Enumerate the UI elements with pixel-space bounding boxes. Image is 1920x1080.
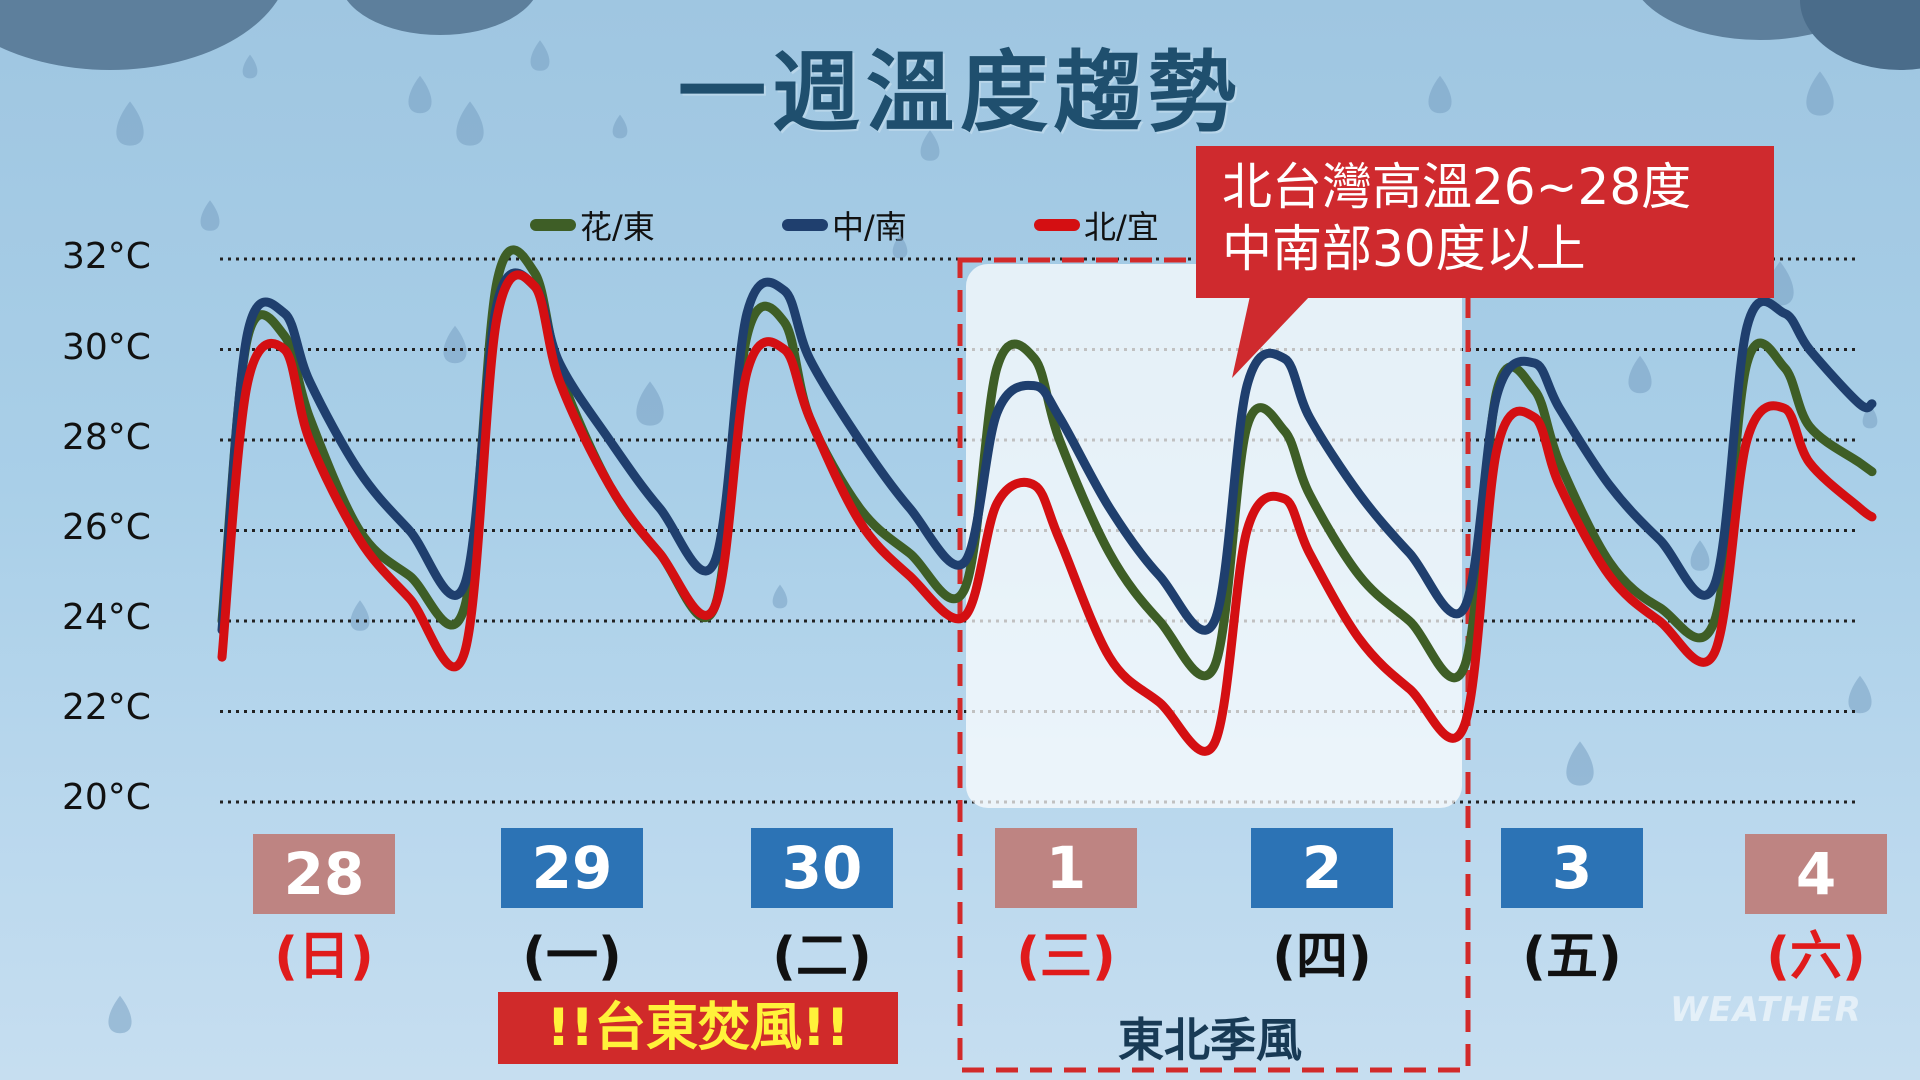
date-box-3: 3 — [1501, 828, 1643, 908]
y-tick-label: 26°C — [62, 507, 151, 548]
monsoon-label: 東北季風 — [1118, 1013, 1302, 1067]
callout-line-1: 北台灣高溫26~28度 — [1222, 158, 1692, 216]
raindrop-icon — [1428, 75, 1452, 114]
legend-label: 中/南 — [832, 208, 907, 246]
cloud-icon — [1800, 0, 1920, 70]
y-tick-label: 32°C — [62, 236, 151, 277]
raindrop-icon — [530, 40, 550, 71]
date-box-2: 2 — [1251, 828, 1393, 908]
monsoon-highlight — [966, 264, 1462, 808]
weekday-label: (日) — [274, 927, 374, 987]
weekday-label: (四) — [1272, 927, 1372, 987]
weekday-label: (五) — [1522, 927, 1622, 987]
date-box-1: 1 — [995, 828, 1137, 908]
y-tick-label: 28°C — [62, 417, 151, 458]
raindrop-icon — [920, 130, 940, 161]
legend-bei-yi: 北/宜 — [1034, 202, 1159, 248]
raindrop-icon — [636, 381, 664, 426]
y-tick-label: 20°C — [62, 777, 151, 818]
legend-swatch — [530, 219, 576, 231]
raindrop-icon — [892, 234, 908, 259]
y-tick-label: 30°C — [62, 327, 151, 368]
raindrop-icon — [1806, 71, 1834, 116]
raindrop-icon — [1690, 540, 1710, 571]
raindrop-icon — [1628, 355, 1652, 394]
raindrop-icon — [242, 54, 258, 79]
raindrop-icon — [200, 200, 220, 231]
date-box-4: 4 — [1745, 834, 1887, 914]
callout-pointer — [1232, 296, 1310, 378]
legend-swatch — [782, 219, 828, 231]
raindrop-icon — [350, 600, 370, 631]
weekday-label: (二) — [772, 927, 872, 987]
raindrop-icon — [443, 325, 467, 364]
watermark-logo: WEATHER — [1670, 990, 1862, 1030]
date-box-28: 28 — [253, 834, 395, 914]
callout-box: 北台灣高溫26~28度 中南部30度以上 — [1196, 146, 1774, 298]
typhoon-banner: !!台東焚風!! — [498, 992, 898, 1064]
raindrop-icon — [456, 101, 484, 146]
raindrop-icon — [116, 101, 144, 146]
weekday-label: (一) — [522, 927, 622, 987]
weekday-label: (六) — [1766, 927, 1866, 987]
legend-zhong-nan: 中/南 — [782, 202, 907, 248]
callout-line-2: 中南部30度以上 — [1222, 220, 1586, 278]
legend-hua-dong: 花/東 — [530, 202, 655, 248]
legend-swatch — [1034, 219, 1080, 231]
raindrop-icon — [408, 75, 432, 114]
page-title: 一週溫度趨勢 — [677, 41, 1242, 144]
legend-label: 北/宜 — [1084, 208, 1159, 246]
series-line-bei-yi — [217, 270, 1877, 756]
raindrop-icon — [108, 995, 132, 1034]
date-box-29: 29 — [501, 828, 643, 908]
y-tick-label: 24°C — [62, 597, 151, 638]
weekday-label: (三) — [1016, 927, 1116, 987]
date-box-30: 30 — [751, 828, 893, 908]
raindrop-icon — [1848, 675, 1872, 714]
cloud-icon — [0, 0, 278, 70]
raindrop-icon — [772, 584, 788, 609]
cloud-icon — [346, 0, 534, 35]
legend-label: 花/東 — [580, 208, 655, 246]
raindrop-icon — [1566, 741, 1594, 786]
raindrop-icon — [612, 114, 628, 139]
y-tick-label: 22°C — [62, 687, 151, 728]
